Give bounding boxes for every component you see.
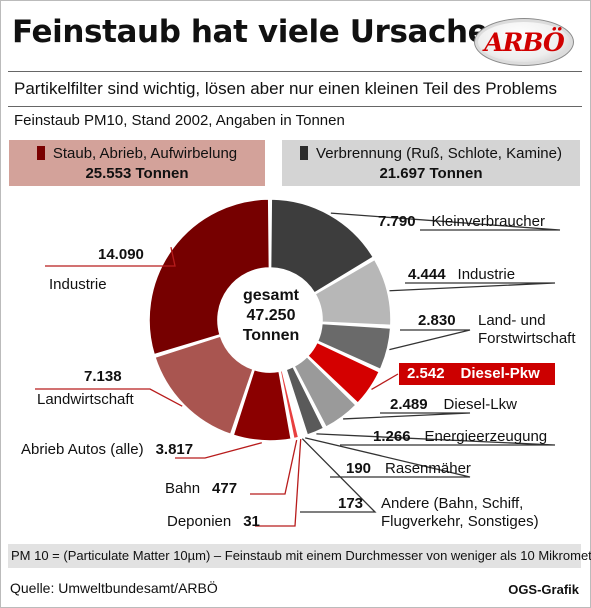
slice-value: 14.090 — [98, 246, 144, 263]
slice-value: 31 — [243, 513, 260, 530]
donut-slice-diesel-pkw — [306, 341, 381, 405]
highlight-diesel-pkw: 2.542 Diesel-Pkw — [399, 363, 555, 385]
leader-line — [389, 282, 556, 292]
footnote: PM 10 = (Particulate Matter 10µm) – Fein… — [8, 544, 591, 568]
group-swatch-staub — [36, 146, 45, 160]
leader-line — [305, 437, 471, 478]
slice-value: 1.266 — [373, 428, 411, 445]
slice-label: Bahn 477 — [165, 480, 237, 498]
donut-slice-rasenmäher — [283, 368, 306, 438]
donut-slice-industrie — [313, 258, 392, 327]
slice-label: Deponien 31 — [167, 513, 260, 531]
slice-label: 2.830 — [418, 312, 456, 330]
divider — [8, 71, 582, 72]
leader-line — [316, 433, 556, 446]
logo-text: ARBÖ — [484, 28, 565, 57]
slice-category: Industrie — [457, 266, 516, 283]
group-label: Verbrennung (Ruß, Schlote, Kamine) — [316, 145, 562, 162]
slice-label: 14.090 — [98, 246, 144, 264]
slice-category: Land- und Forstwirtschaft — [478, 312, 576, 347]
slice-value: 190 — [346, 460, 372, 477]
slice-value: 3.817 — [155, 441, 194, 458]
slice-label: 7.138 — [84, 368, 122, 386]
slice-category: Diesel-Lkw — [443, 396, 517, 413]
group-total: 25.553 Tonnen — [85, 165, 189, 182]
slice-label: 173 — [338, 495, 363, 513]
center-label: gesamt — [242, 287, 300, 304]
source: Quelle: Umweltbundesamt/ARBÖ — [10, 580, 218, 596]
slice-category: Rasenmäher — [385, 460, 471, 477]
slice-category: Deponien — [167, 513, 232, 530]
slice-category: Diesel-Pkw — [460, 365, 540, 382]
donut-slice-abrieb-autos-alle — [232, 368, 293, 442]
center-value: 47.250 — [246, 307, 296, 324]
divider — [8, 106, 582, 107]
slice-category: Landwirtschaft — [37, 391, 134, 408]
slice-value: 7.138 — [84, 368, 122, 385]
group-box-verbrennung: Verbrennung (Ruß, Schlote, Kamine) 21.69… — [282, 140, 580, 186]
slice-label: 7.790 Kleinverbraucher — [378, 213, 545, 231]
page-title: Feinstaub hat viele Ursachen — [12, 14, 510, 50]
donut-slice-diesel-lkw — [292, 355, 358, 429]
slice-value: 4.444 — [408, 266, 446, 283]
leader-line — [343, 412, 471, 420]
donut-slice-bahn — [279, 369, 300, 440]
slice-value: 2.830 — [418, 312, 456, 329]
slice-value: 2.489 — [390, 396, 428, 413]
slice-value: 173 — [338, 495, 364, 512]
donut-slice-land-und-forstwirtschaft — [316, 322, 392, 371]
group-box-staub: Staub, Abrieb, Aufwirbelung 25.553 Tonne… — [9, 140, 265, 186]
slice-label: 2.489 Diesel-Lkw — [390, 396, 517, 414]
leader-line — [389, 329, 471, 351]
slice-value: 477 — [212, 480, 238, 497]
data-description: Feinstaub PM10, Stand 2002, Angaben in T… — [14, 112, 345, 129]
donut-slice-landwirtschaft — [153, 334, 255, 436]
leader-line — [175, 442, 262, 459]
leader-line — [35, 388, 183, 407]
slice-category: Abrieb Autos (alle) — [21, 441, 144, 458]
slice-category: Bahn — [165, 480, 201, 497]
slice-label: 190 Rasenmäher — [346, 460, 471, 478]
slice-category: Andere (Bahn, Schiff, Flugverkehr, Sonst… — [381, 495, 539, 530]
donut-slice-kleinverbraucher — [269, 198, 375, 295]
slice-value: 7.790 — [378, 213, 416, 230]
slice-value: 2.542 — [407, 365, 445, 382]
slice-category: Industrie — [49, 276, 107, 293]
arbo-logo: ARBÖ — [474, 18, 574, 66]
slice-label: Abrieb Autos (alle) 3.817 — [21, 441, 193, 459]
donut-slice-energieerzeugung — [285, 365, 325, 437]
donut-slice-andere-bahn-schiff-flugverkehr-sonstiges — [282, 369, 303, 438]
group-label: Staub, Abrieb, Aufwirbelung — [52, 145, 238, 162]
group-swatch-verbrennung — [300, 146, 309, 160]
slice-label: 4.444 Industrie — [408, 266, 515, 284]
slice-category: Energieerzeugung — [424, 428, 548, 445]
slice-label: 1.266 Energieerzeugung — [373, 428, 547, 446]
leader-line — [300, 438, 377, 513]
slice-category: Kleinverbraucher — [431, 213, 545, 230]
center-unit: Tonnen — [242, 327, 300, 344]
leader-line — [371, 373, 399, 391]
donut-slice-industrie — [148, 198, 271, 356]
group-total: 21.697 Tonnen — [379, 165, 483, 182]
leader-line — [255, 439, 302, 527]
leader-line — [250, 439, 298, 495]
subtitle: Partikelfilter sind wichtig, lösen aber … — [14, 79, 558, 98]
chart-center-total: gesamt 47.250 Tonnen — [228, 286, 314, 346]
leader-line — [45, 246, 176, 267]
credit: OGS-Grafik — [508, 582, 579, 597]
leader-line — [330, 212, 561, 231]
